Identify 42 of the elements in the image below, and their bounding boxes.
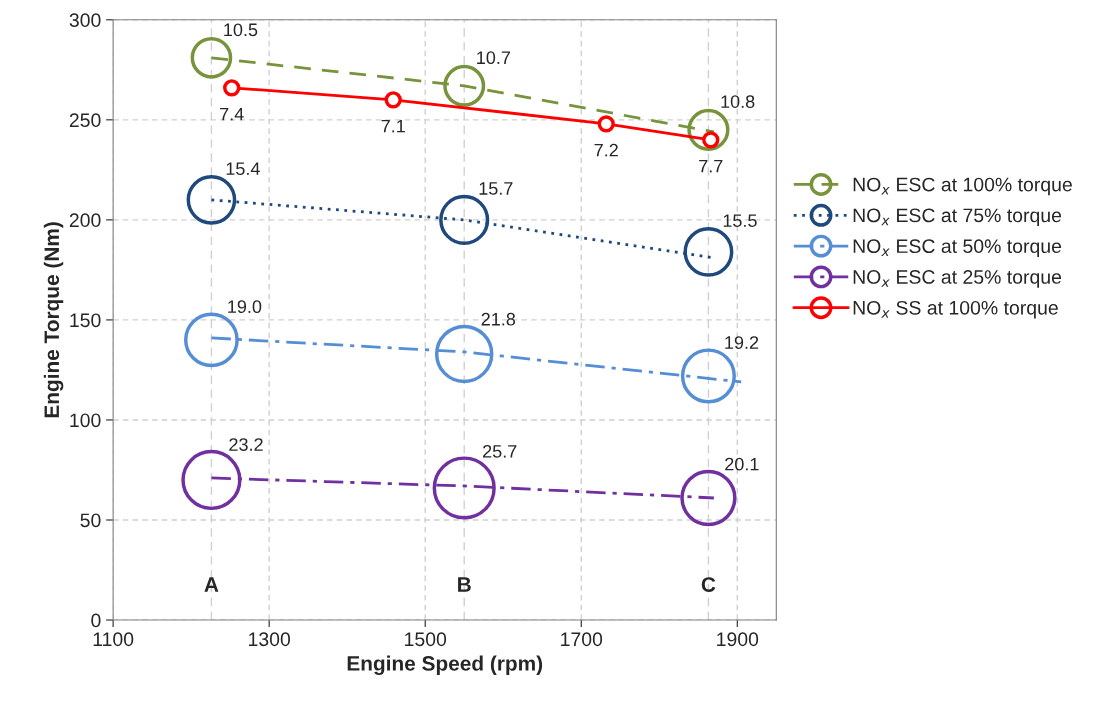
x-tick-label: 1500 — [405, 632, 447, 647]
point — [223, 79, 241, 97]
y-tick-label: 250 — [69, 113, 101, 128]
x-axis-title: Engine Speed (rpm) — [347, 655, 543, 676]
data-label: 19.2 — [725, 336, 759, 349]
data-label: 23.2 — [229, 438, 263, 451]
y-tick-label: 50 — [80, 513, 101, 528]
y-tick-label: 150 — [70, 313, 101, 328]
x-tick-label: 1700 — [561, 632, 603, 647]
data-label: 15.7 — [479, 182, 513, 195]
data-label: 25.7 — [483, 444, 517, 458]
legend-label: NO$_{x}$ SS at 100% torque — [853, 300, 1058, 319]
annotation: 7.4 — [220, 107, 244, 121]
point — [597, 115, 615, 133]
data-label: 10.8 — [721, 95, 755, 108]
x-tick-label: 1300 — [249, 632, 291, 647]
x-tick-label: 1900 — [717, 632, 759, 647]
data-label: 21.8 — [481, 312, 516, 326]
legend-label: NO$_{x}$ ESC at 25% torque — [853, 270, 1062, 288]
data-label: 19.0 — [228, 300, 262, 314]
annotation: 7.1 — [381, 119, 405, 133]
data-label: 20.1 — [725, 457, 759, 471]
y-tick-label: 0 — [91, 613, 101, 628]
point — [384, 91, 402, 109]
legend-label: NO$_{x}$ ESC at 75% torque — [853, 208, 1062, 227]
ref-line-label: B — [458, 577, 471, 592]
y-tick-label: 300 — [69, 13, 101, 28]
y-tick-label: 100 — [70, 413, 101, 428]
y-tick-label: 200 — [69, 213, 101, 228]
ref-line-label: C — [701, 577, 716, 592]
data-label: 15.4 — [226, 162, 260, 176]
point — [702, 131, 720, 149]
legend-label: NO$_{x}$ ESC at 100% torque — [853, 177, 1072, 196]
data-label: 10.5 — [224, 23, 258, 37]
y-axis-title: Engine Torque (Nm) — [43, 222, 64, 418]
x-tick-label: 1100 — [93, 632, 134, 647]
annotation: 7.2 — [594, 143, 618, 157]
legend-label: NO$_{x}$ ESC at 50% torque — [853, 239, 1062, 257]
annotation: 7.7 — [699, 159, 723, 173]
ref-line-label: A — [204, 577, 219, 592]
data-label: 10.7 — [477, 51, 511, 65]
data-label: 15.5 — [723, 214, 757, 227]
